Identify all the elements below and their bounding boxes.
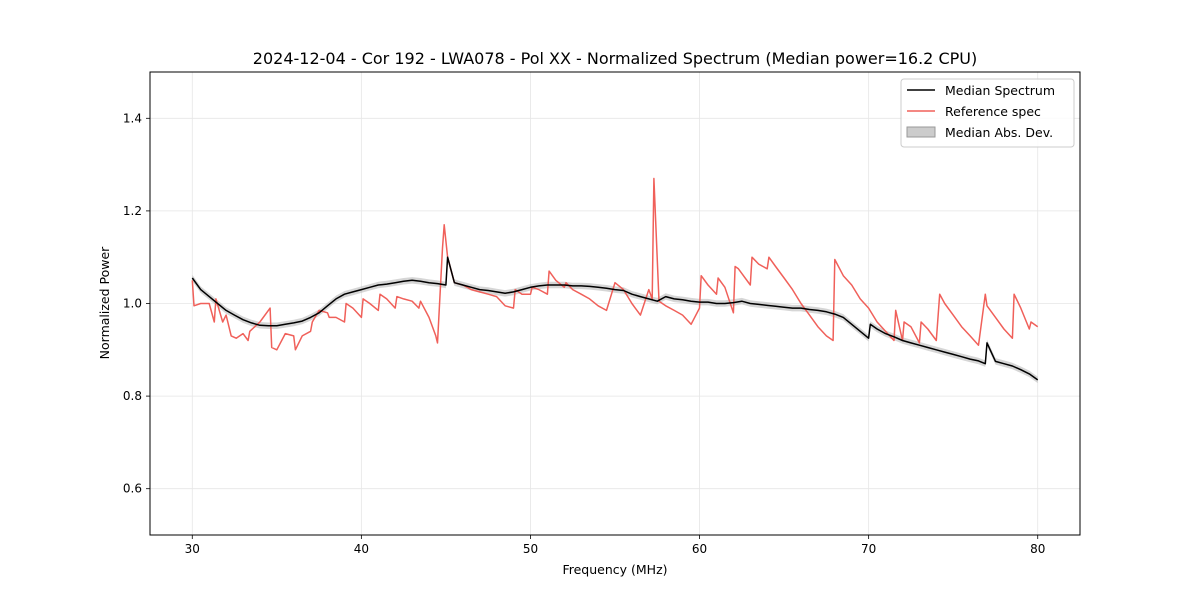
mad-band-area bbox=[192, 254, 1038, 384]
y-tick-label: 0.8 bbox=[123, 389, 142, 403]
grid bbox=[150, 72, 1080, 535]
legend-reference-label: Reference spec bbox=[945, 104, 1041, 119]
x-tick-label: 40 bbox=[354, 542, 369, 556]
reference-spec-line bbox=[191, 177, 1039, 351]
y-tick-label: 1.0 bbox=[123, 297, 142, 311]
median-abs-dev-band bbox=[192, 254, 1038, 384]
y-tick-label: 1.4 bbox=[123, 111, 142, 125]
legend-mad-swatch bbox=[906, 126, 936, 138]
median-spectrum-line bbox=[191, 256, 1039, 381]
x-tick-label: 50 bbox=[523, 542, 538, 556]
y-tick-label: 1.2 bbox=[123, 204, 142, 218]
y-axis-label: Normalized Power bbox=[97, 246, 112, 360]
legend-mad-label: Median Abs. Dev. bbox=[945, 125, 1053, 140]
chart-title: 2024-12-04 - Cor 192 - LWA078 - Pol XX -… bbox=[253, 49, 977, 68]
y-tick-label: 0.6 bbox=[123, 482, 142, 496]
axis-ticks: 30 40 50 60 70 80 0.6 0.8 1.0 1.2 1.4 bbox=[123, 111, 1045, 556]
legend-median-label: Median Spectrum bbox=[945, 83, 1055, 98]
legend-box bbox=[900, 78, 1075, 148]
legend: Median Spectrum Reference spec Median Ab… bbox=[900, 78, 1075, 148]
x-tick-label: 80 bbox=[1030, 542, 1045, 556]
x-tick-label: 70 bbox=[861, 542, 876, 556]
x-axis-label: Frequency (MHz) bbox=[562, 562, 667, 577]
series-lines bbox=[191, 177, 1039, 381]
x-tick-label: 60 bbox=[692, 542, 707, 556]
x-tick-label: 30 bbox=[185, 542, 200, 556]
